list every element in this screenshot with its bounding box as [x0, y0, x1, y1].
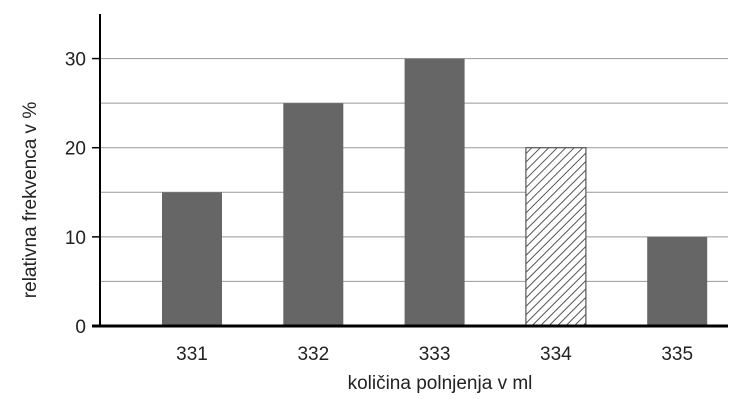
x-tick-label: 331: [176, 344, 208, 365]
y-tick-label: 10: [65, 228, 86, 249]
x-tick-label: 333: [419, 344, 451, 365]
y-tick-label: 0: [75, 317, 86, 338]
bar-333: [404, 58, 465, 326]
axes: [92, 14, 728, 328]
bar-335: [647, 236, 708, 326]
x-tick-label: 335: [661, 344, 693, 365]
y-tick-label: 30: [65, 50, 86, 71]
x-tick-labels: 331 332 333 334 335: [176, 344, 693, 365]
y-tick-label: 20: [65, 139, 86, 160]
bar-331: [162, 192, 222, 326]
bar-334: [525, 147, 587, 327]
bar-332: [283, 103, 344, 327]
bars: [162, 58, 708, 327]
x-axis-label: količina polnjenja v ml: [348, 373, 533, 394]
y-axis-label: relativna frekvenca v %: [20, 102, 41, 299]
x-tick-label: 332: [297, 344, 329, 365]
x-tick-label: 334: [540, 344, 572, 365]
y-tick-labels: 0 10 20 30: [65, 50, 86, 338]
